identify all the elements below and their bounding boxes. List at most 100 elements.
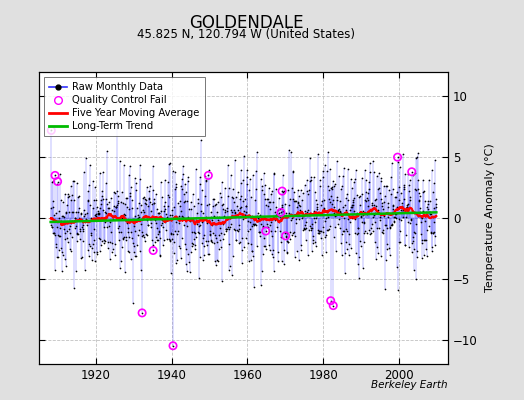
Point <box>390 214 399 221</box>
Point <box>264 224 272 230</box>
Point <box>219 236 227 242</box>
Point <box>260 182 269 188</box>
Point <box>163 216 171 222</box>
Point <box>279 208 287 214</box>
Point <box>133 216 141 223</box>
Point <box>57 245 66 251</box>
Point <box>243 167 251 173</box>
Point <box>147 220 156 226</box>
Point <box>270 209 279 215</box>
Point <box>283 238 291 244</box>
Point <box>163 236 171 242</box>
Point <box>391 194 399 200</box>
Point <box>150 200 158 207</box>
Point <box>144 202 152 209</box>
Point <box>134 215 143 221</box>
Point <box>160 177 169 183</box>
Point <box>166 211 174 218</box>
Point <box>248 248 256 254</box>
Point <box>225 226 233 232</box>
Point <box>348 204 356 211</box>
Point <box>280 261 288 268</box>
Point <box>206 230 214 237</box>
Point <box>242 209 250 216</box>
Point <box>314 227 323 234</box>
Point <box>72 208 80 215</box>
Point <box>274 206 282 213</box>
Point <box>345 214 354 221</box>
Point <box>56 233 64 240</box>
Point <box>358 190 366 197</box>
Point <box>145 188 153 195</box>
Point <box>116 199 125 206</box>
Point <box>429 230 437 236</box>
Point <box>123 204 131 210</box>
Point <box>288 232 296 238</box>
Point <box>153 206 161 212</box>
Point <box>151 239 159 246</box>
Point <box>340 227 348 234</box>
Point <box>372 255 380 262</box>
Point <box>230 206 238 213</box>
Point <box>238 247 246 253</box>
Point <box>157 208 165 214</box>
Point <box>245 258 254 264</box>
Point <box>370 202 378 208</box>
Point <box>418 214 426 221</box>
Point <box>62 209 71 216</box>
Point <box>403 201 411 208</box>
Point <box>431 157 439 163</box>
Point <box>137 220 145 227</box>
Point <box>369 158 377 164</box>
Point <box>343 246 351 252</box>
Point <box>70 215 79 222</box>
Point <box>224 223 233 230</box>
Point <box>344 216 352 222</box>
Point <box>288 169 297 175</box>
Y-axis label: Temperature Anomaly (°C): Temperature Anomaly (°C) <box>485 144 495 292</box>
Point <box>270 171 278 177</box>
Point <box>417 219 425 226</box>
Point <box>184 251 193 257</box>
Point <box>156 253 164 260</box>
Point <box>339 204 347 210</box>
Point <box>305 155 314 161</box>
Point <box>414 177 422 183</box>
Point <box>112 118 121 125</box>
Point <box>328 186 336 192</box>
Point <box>235 226 244 233</box>
Point <box>67 248 75 254</box>
Point <box>244 240 252 246</box>
Point <box>322 168 331 174</box>
Point <box>344 196 352 203</box>
Point <box>307 176 315 183</box>
Point <box>372 219 380 226</box>
Point <box>295 216 303 222</box>
Point <box>349 202 357 208</box>
Point <box>241 196 249 203</box>
Point <box>49 230 57 236</box>
Point <box>429 189 438 195</box>
Point <box>407 209 416 215</box>
Point <box>154 210 162 216</box>
Point <box>95 211 103 218</box>
Point <box>246 219 254 225</box>
Point <box>321 249 330 255</box>
Point <box>94 211 102 217</box>
Point <box>146 183 154 189</box>
Point <box>47 179 56 185</box>
Point <box>98 192 106 199</box>
Point <box>316 228 324 234</box>
Point <box>219 200 227 207</box>
Point <box>260 190 269 197</box>
Point <box>401 204 410 211</box>
Point <box>309 237 317 244</box>
Point <box>101 210 110 216</box>
Point <box>310 208 318 214</box>
Point <box>154 237 162 244</box>
Point <box>252 222 260 228</box>
Point <box>168 207 177 214</box>
Point <box>174 243 183 250</box>
Point <box>256 233 264 239</box>
Point <box>217 194 225 200</box>
